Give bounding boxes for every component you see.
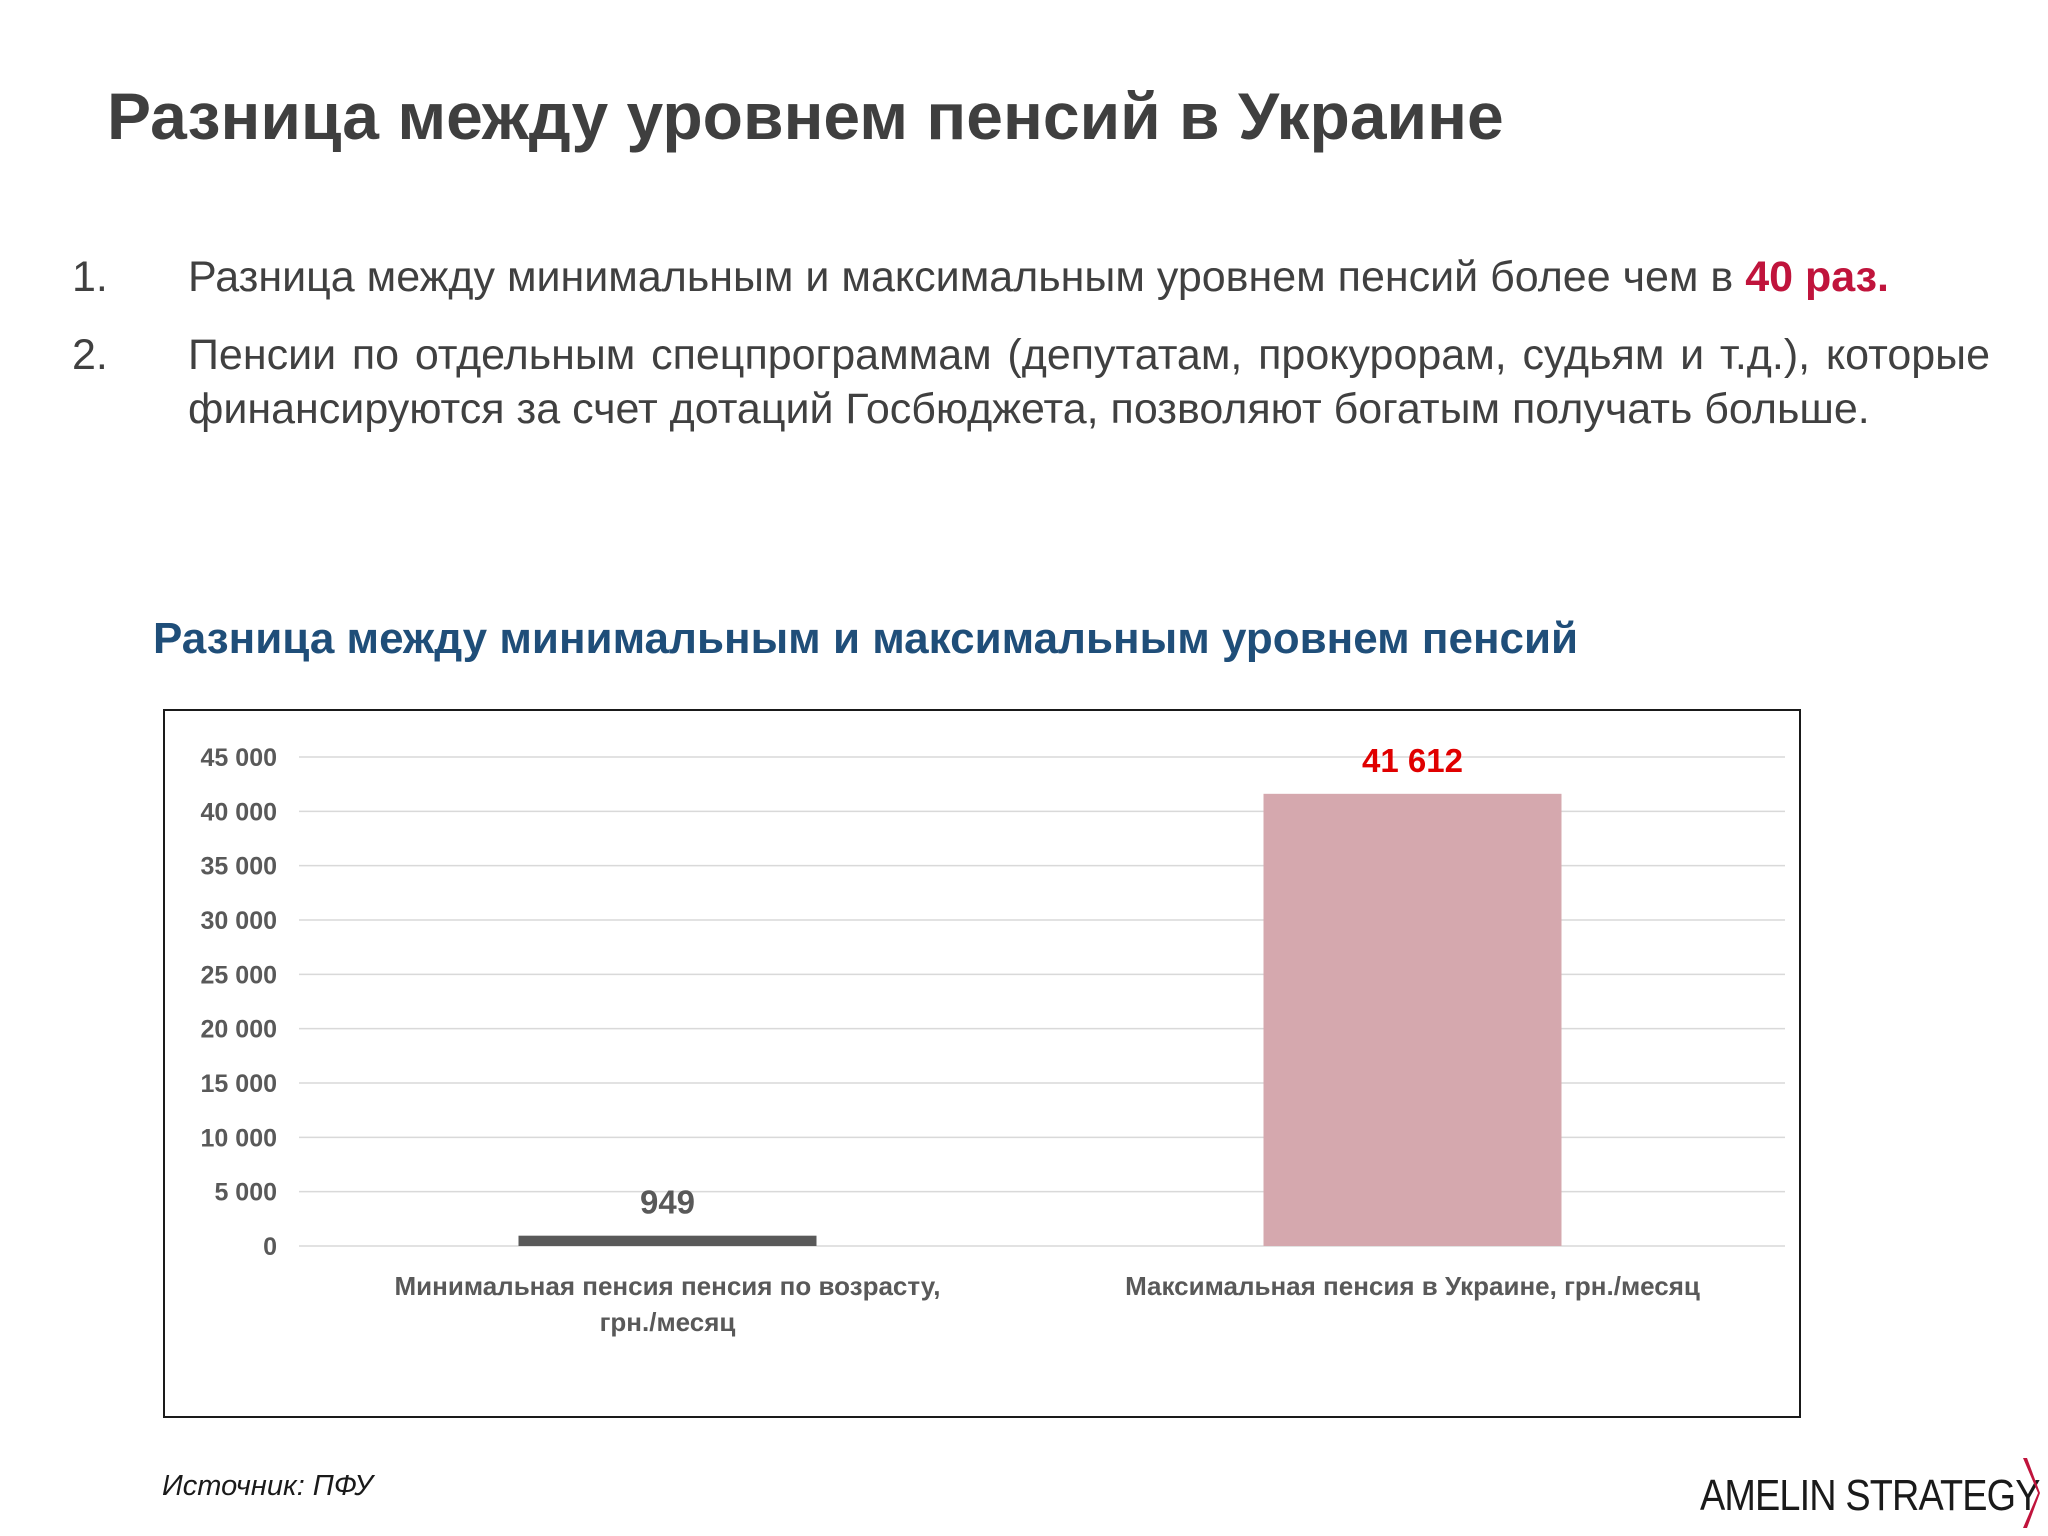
logo-text: AMELIN STRATEGY: [1700, 1471, 2040, 1520]
slide-title: Разница между уровнем пенсий в Украине: [107, 79, 1504, 153]
chart-heading: Разница между минимальным и максимальным…: [153, 614, 1579, 663]
bullet-text: Пенсии по отдельным спецпрограммам (депу…: [188, 331, 1990, 433]
x-category-label: Минимальная пенсия пенсия по возрасту,: [395, 1271, 941, 1301]
bar-2: [1263, 793, 1562, 1246]
bullet-number: 2.: [72, 331, 108, 379]
x-category-label: грн./месяц: [600, 1307, 736, 1337]
chart-frame: 0 5 000 10 000 15 000 20 000 25 000 30 000 35 0…: [163, 709, 1801, 1418]
y-tick-label: 35 000: [201, 853, 277, 881]
y-tick-label: 10 000: [201, 1124, 277, 1152]
y-tick-label: 45 000: [201, 744, 277, 772]
bullet-item-2: 2. Пенсии по отдельным спецпрограммам (д…: [0, 328, 1990, 436]
data-label: 949: [640, 1184, 695, 1221]
bullet-item-1: 1. Разница между минимальным и максималь…: [0, 250, 1990, 304]
data-label: 41 612: [1362, 742, 1463, 779]
y-tick-label: 15 000: [201, 1070, 277, 1098]
y-tick-label: 40 000: [201, 798, 277, 826]
bullet-text: Разница между минимальным и максимальным…: [188, 250, 1990, 304]
y-tick-label: 30 000: [201, 907, 277, 935]
chevron-right-icon: [2023, 1458, 2040, 1528]
y-tick-label: 5 000: [214, 1179, 277, 1207]
y-tick-label: 0: [263, 1233, 277, 1261]
bullet-number: 1.: [72, 253, 108, 301]
bullet-list: 1. Разница между минимальным и максималь…: [0, 250, 1990, 460]
brand-logo: AMELIN STRATEGY: [1700, 1458, 2048, 1528]
bullet-text-main: Разница между минимальным и максимальным…: [188, 253, 1746, 301]
y-tick-label: 20 000: [201, 1016, 277, 1044]
y-tick-label: 25 000: [201, 961, 277, 989]
bar-1: [518, 1235, 817, 1246]
x-category-label: Максимальная пенсия в Украине, грн./меся…: [1125, 1271, 1700, 1301]
bullet-highlight: 40 раз.: [1745, 253, 1890, 301]
source-note: Источник: ПФУ: [162, 1470, 373, 1502]
bar-chart: 0 5 000 10 000 15 000 20 000 25 000 30 000 35 0…: [201, 742, 1785, 1337]
